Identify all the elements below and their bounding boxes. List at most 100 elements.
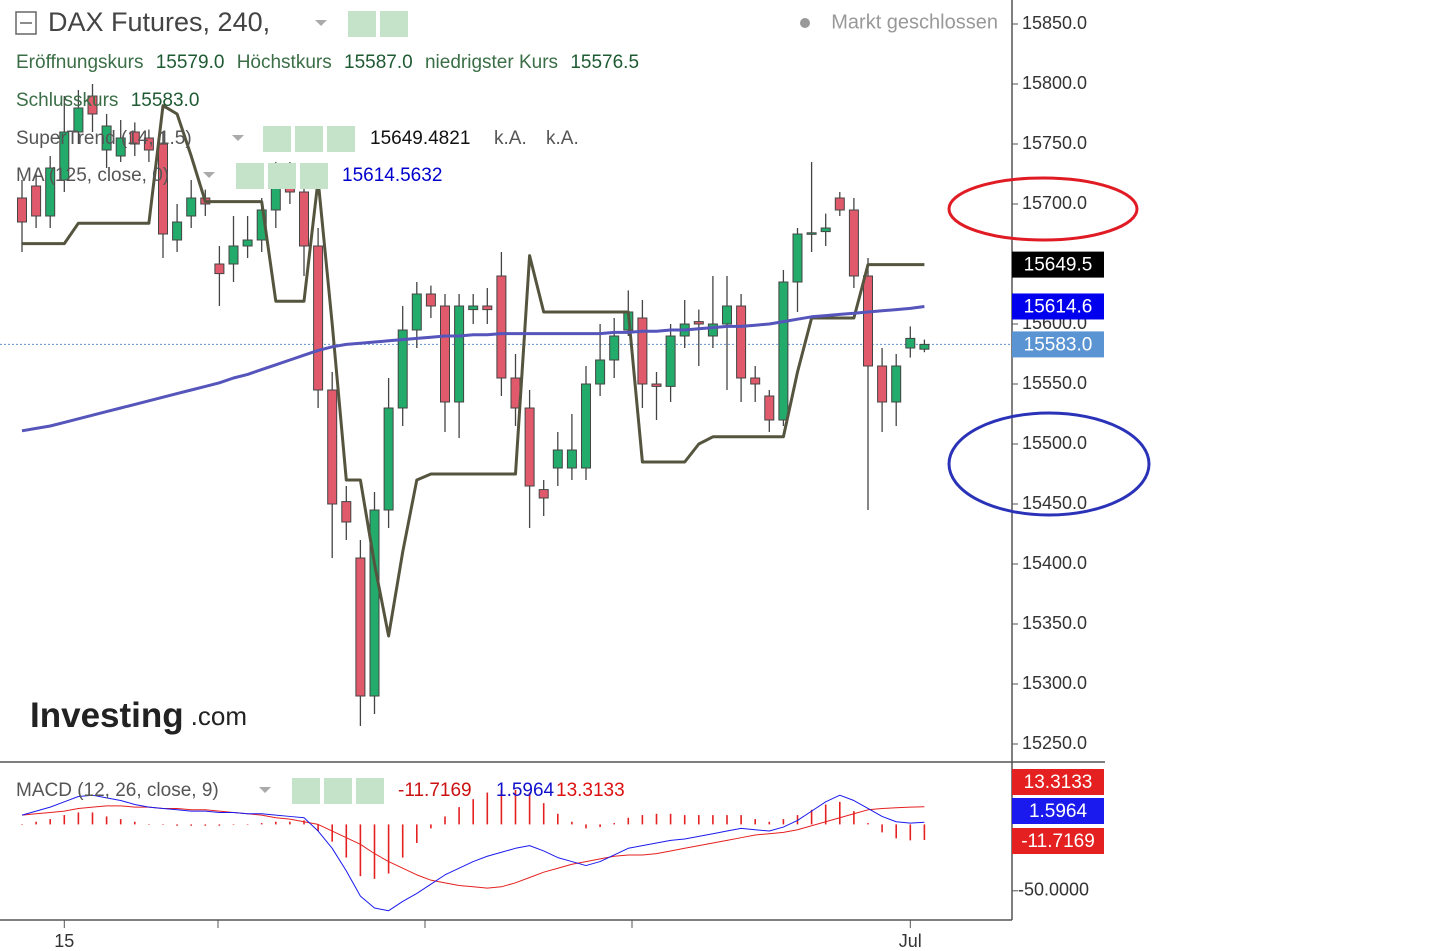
candle-body <box>299 191 309 247</box>
candle-body <box>129 131 140 145</box>
y-tick-label: 15300.0 <box>1022 673 1087 693</box>
price-tag <box>1012 331 1104 358</box>
candle-body <box>764 395 775 421</box>
dropdown-arrow[interactable] <box>232 135 244 141</box>
y-tick-label: 15400.0 <box>1022 553 1087 573</box>
settings-button[interactable] <box>268 163 296 189</box>
close-value: 15583.0 <box>131 90 200 111</box>
eye-button[interactable] <box>292 778 320 804</box>
candle-body <box>566 449 577 469</box>
close-legend: Schlusskurs 15583.0 <box>16 90 199 111</box>
macd-legend: MACD (12, 26, close, 9) <box>16 780 219 801</box>
logo-suffix: .com <box>191 701 247 731</box>
price-tag-label: 15583.0 <box>1024 334 1093 355</box>
candle-body <box>637 317 648 385</box>
candle-body <box>158 143 168 235</box>
red-ellipse-annotation <box>947 176 1139 242</box>
candle-body <box>722 305 732 325</box>
macd-tag <box>1012 828 1104 854</box>
candle-body <box>778 281 789 421</box>
candle-body <box>863 275 873 367</box>
eye-button[interactable] <box>236 163 264 189</box>
candle-body <box>707 323 718 337</box>
candle-body <box>440 305 450 403</box>
macd-tag-label: 1.5964 <box>1029 801 1088 822</box>
high-label: Höchstkurs <box>237 52 332 73</box>
candle-body <box>341 501 352 523</box>
remove-button[interactable] <box>300 163 328 189</box>
dropdown-arrow[interactable] <box>259 787 271 793</box>
close-label: Schlusskurs <box>16 90 118 111</box>
candle-body <box>383 407 394 511</box>
candle-body <box>115 137 126 157</box>
candle-body <box>73 107 84 133</box>
candle-body <box>425 293 436 307</box>
candle-body <box>411 293 422 331</box>
macd-tag-label: 13.3133 <box>1024 772 1093 793</box>
y-tick-label: -50.0000 <box>1018 880 1089 900</box>
ma-value: 15614.5632 <box>342 165 442 186</box>
supertrend-value: 15649.4821 <box>370 128 470 149</box>
eye-button[interactable] <box>263 126 291 152</box>
supertrend-legend: SuperTrend (14, 1.5) <box>16 128 192 149</box>
collapse-button[interactable] <box>15 11 37 35</box>
macd-line-value: 1.5964 <box>496 780 555 801</box>
candle-body <box>693 321 704 325</box>
y-tick-label: 15700.0 <box>1022 193 1087 213</box>
supertrend-extra: k.A. <box>546 128 579 149</box>
candle-body <box>919 343 930 350</box>
remove-button[interactable] <box>327 126 355 152</box>
candle-body <box>214 263 225 275</box>
candle-body <box>848 209 859 277</box>
candle-body <box>482 305 493 311</box>
candle-body <box>17 197 27 223</box>
candle-body <box>552 449 563 469</box>
candle-body <box>87 95 98 115</box>
candle-body <box>228 245 239 265</box>
macd-tag <box>1012 769 1104 795</box>
candle-body <box>143 137 154 151</box>
dropdown-arrow[interactable] <box>203 172 215 178</box>
candle-body <box>397 329 408 409</box>
eye-button[interactable] <box>348 11 376 37</box>
macd-tag-label: -11.7169 <box>1021 831 1095 852</box>
candle-body <box>806 232 817 235</box>
axis-tags: 15649.5 15614.6 15583.0 13.3133 1.5964 -11.71… <box>1012 251 1104 854</box>
logo-brand: Investing <box>30 696 184 735</box>
price-tag-label: 15614.6 <box>1024 296 1093 317</box>
moving-average-line <box>21 305 925 433</box>
supertrend-line <box>22 104 925 638</box>
y-tick-label: 15850.0 <box>1022 13 1087 33</box>
market-status: Markt geschlossen <box>831 11 998 33</box>
x-tick-label: 15 <box>54 931 74 951</box>
settings-button[interactable] <box>324 778 352 804</box>
macd-histogram-value: -11.7169 <box>398 780 472 801</box>
high-value: 15587.0 <box>344 52 413 73</box>
open-label: Eröffnungskurs <box>16 52 143 73</box>
settings-button[interactable] <box>295 126 323 152</box>
low-label: niedrigster Kurs <box>425 52 558 73</box>
candle-body <box>651 383 662 387</box>
candle-body <box>609 335 620 361</box>
price-tag <box>1012 293 1104 320</box>
candle-body <box>31 185 42 217</box>
candle-body <box>242 239 253 247</box>
price-tag-label: 15649.5 <box>1024 255 1093 276</box>
macd-signal-value: 13.3133 <box>556 780 625 801</box>
candle-body <box>736 305 747 379</box>
y-tick-label: 15350.0 <box>1022 613 1087 633</box>
candle-body <box>524 407 535 487</box>
candle-body <box>820 227 831 233</box>
settings-button[interactable] <box>380 11 408 37</box>
candle-body <box>172 221 183 241</box>
dropdown-arrow[interactable] <box>315 20 327 26</box>
macd-tag <box>1012 798 1104 824</box>
candle-body <box>468 305 479 311</box>
y-tick-label: 15450.0 <box>1022 493 1087 513</box>
candle-body <box>877 365 888 403</box>
y-tick-label: 15500.0 <box>1022 433 1087 453</box>
remove-button[interactable] <box>356 778 384 804</box>
blue-ellipse-annotation <box>947 411 1151 517</box>
